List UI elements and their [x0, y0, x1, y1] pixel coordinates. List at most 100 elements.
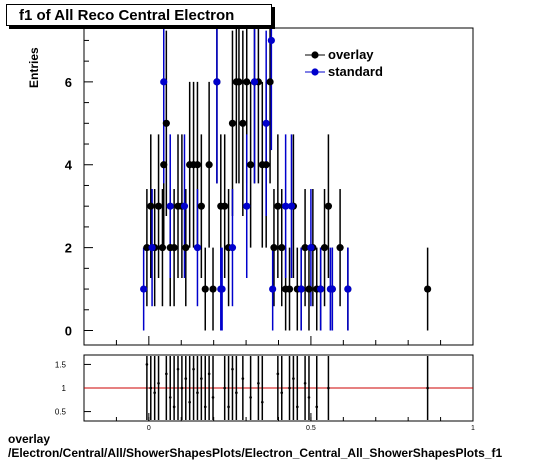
y-tick-label: 6	[65, 75, 72, 90]
y-tick-label: 0	[65, 323, 72, 338]
overlay-point	[162, 119, 170, 127]
overlay-point	[160, 161, 168, 169]
standard-point	[180, 202, 189, 210]
overlay-point	[324, 202, 333, 210]
overlay-point	[262, 161, 270, 169]
standard-point	[317, 285, 325, 293]
overlay-point	[305, 285, 313, 293]
ratio-point	[296, 405, 299, 409]
overlay-point	[266, 78, 274, 86]
standard-point	[287, 202, 296, 210]
ratio-point	[303, 381, 307, 385]
overlay-point	[170, 244, 178, 252]
ratio-point	[257, 381, 260, 385]
overlay-point	[247, 161, 255, 169]
y-axis-label: Entries	[27, 47, 41, 88]
ratio-point	[188, 400, 191, 404]
overlay-point	[285, 285, 294, 293]
ratio-point	[165, 372, 168, 376]
standard-point	[148, 244, 156, 252]
ratio-point	[288, 386, 291, 390]
title-box: f1 of All Reco Central Electron	[6, 4, 272, 26]
overlay-point	[197, 202, 205, 210]
legend-overlay-marker	[311, 51, 319, 59]
standard-point	[262, 119, 270, 127]
ratio-point	[280, 391, 284, 395]
overlay-point	[209, 285, 217, 293]
footer-path: /Electron/Central/All/ShowerShapesPlots/…	[8, 446, 503, 460]
legend-standard-marker	[311, 68, 319, 76]
standard-point	[160, 78, 168, 86]
ratio-point	[145, 363, 149, 366]
ratio-point	[315, 405, 319, 409]
footer: overlay /Electron/Central/All/ShowerShap…	[8, 432, 502, 460]
overlay-point	[336, 244, 344, 252]
overlay-point	[182, 244, 190, 252]
ratio-point	[327, 386, 330, 390]
chart-title: f1 of All Reco Central Electron	[19, 7, 235, 24]
ratio-point	[426, 386, 429, 390]
ratio-point	[211, 396, 215, 399]
ratio-point	[196, 391, 199, 395]
overlay-point	[221, 202, 229, 210]
ratio-point	[227, 405, 230, 409]
standard-point	[218, 285, 226, 293]
overlay-point	[143, 244, 151, 252]
standard-point	[166, 202, 174, 210]
ratio-point	[192, 367, 195, 371]
standard-point	[193, 244, 202, 252]
ratio-point	[260, 400, 264, 404]
overlay-point	[158, 244, 167, 252]
standard-point	[243, 202, 251, 210]
overlay-point	[243, 78, 251, 86]
ratio-point	[276, 372, 280, 376]
ratio-x-tick-label: 0.5	[306, 425, 316, 432]
ratio-point	[203, 405, 207, 409]
standard-point	[250, 78, 259, 86]
overlay-point	[235, 78, 243, 86]
ratio-point	[307, 396, 311, 399]
ratio-point	[157, 381, 160, 385]
ratio-point	[200, 377, 203, 380]
overlay-point	[424, 285, 432, 293]
ratio-y-tick-label: 1.5	[55, 360, 67, 369]
standard-point	[307, 244, 315, 252]
ratio-point	[153, 391, 156, 395]
standard-point	[328, 285, 336, 293]
standard-point	[213, 78, 221, 86]
y-tick-label: 4	[65, 158, 73, 173]
overlay-point	[193, 161, 202, 169]
legend: overlay standard	[305, 47, 383, 79]
standard-point	[267, 36, 275, 45]
overlay-point	[154, 202, 163, 210]
ratio-point	[168, 396, 172, 399]
ratio-x-tick-label: 1	[471, 425, 475, 432]
overlay-point	[320, 244, 329, 252]
ratio-point	[223, 386, 226, 390]
standard-point	[282, 202, 290, 210]
overlay-point	[147, 202, 155, 210]
ratio-x-tick-label: 0	[147, 425, 151, 432]
standard-point	[140, 285, 148, 293]
footer-label: overlay	[8, 432, 51, 446]
ratio-point	[149, 386, 153, 390]
ratio-point	[176, 367, 180, 371]
standard-point	[297, 285, 305, 293]
overlay-point	[239, 119, 247, 127]
standard-point	[269, 285, 277, 293]
ratio-point	[184, 377, 188, 380]
overlay-point	[278, 244, 286, 252]
overlay-point	[274, 202, 282, 210]
y-tick-label: 2	[65, 241, 72, 256]
ratio-point	[207, 372, 211, 376]
ratio-y-tick-label: 1	[62, 384, 67, 393]
ratio-point	[172, 405, 176, 409]
legend-standard-label: standard	[328, 64, 383, 79]
standard-point	[228, 244, 237, 252]
overlay-point	[205, 161, 213, 169]
ratio-point	[180, 386, 184, 390]
overlay-point	[270, 244, 278, 252]
overlay-point	[201, 285, 209, 293]
overlay-point	[301, 244, 309, 252]
